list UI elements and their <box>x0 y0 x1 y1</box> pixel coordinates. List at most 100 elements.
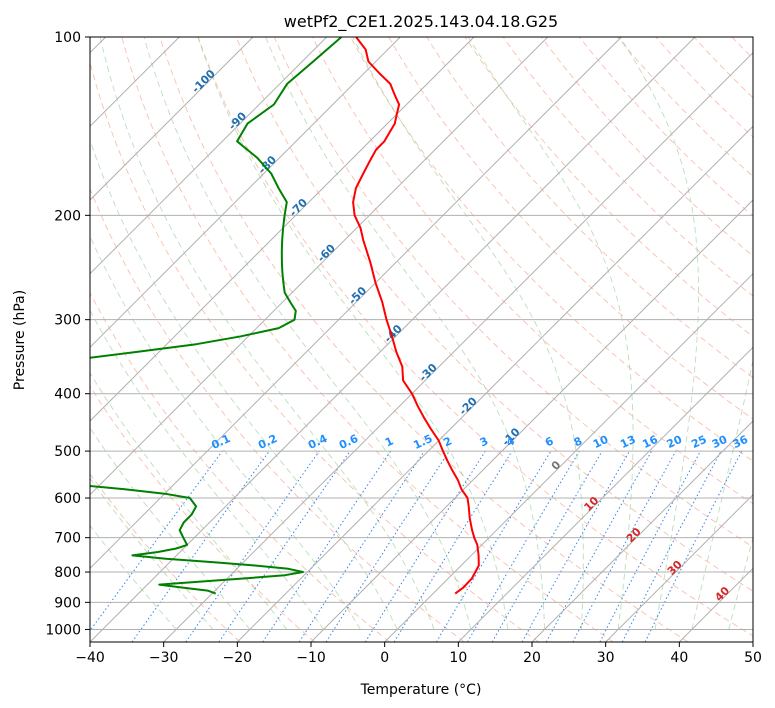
mixing-ratio-line <box>364 450 486 642</box>
moist-adiabat-line <box>728 536 753 630</box>
x-tick-label: 40 <box>670 650 688 666</box>
mixing-ratio-label: 6 <box>543 434 556 449</box>
y-tick-label: 1000 <box>45 622 81 638</box>
dry-adiabat-line <box>388 37 753 420</box>
moist-adiabat-line <box>99 37 435 630</box>
moist-adiabat-line <box>143 37 472 630</box>
isotherm-line <box>90 37 401 349</box>
mixing-ratio-line <box>325 450 450 642</box>
dry-adiabat-line <box>90 473 241 642</box>
y-tick-label: 400 <box>54 387 81 403</box>
isotherm-label: -50 <box>346 284 369 307</box>
dry-adiabat-line <box>617 37 753 178</box>
dry-adiabat-line <box>121 37 614 642</box>
x-tick-label: −40 <box>75 650 105 666</box>
mixing-ratio-line <box>262 450 392 642</box>
isotherm-label: -80 <box>256 153 279 176</box>
mixing-ratio-line <box>393 450 513 642</box>
mixing-ratio-line <box>298 450 425 642</box>
dry-adiabat-line <box>90 385 315 642</box>
isotherm-label: -30 <box>417 361 440 384</box>
dry-adiabat-line <box>90 61 540 642</box>
mixing-ratio-label: 10 <box>591 433 611 451</box>
isotherm-line <box>163 51 753 642</box>
background-lines <box>90 37 775 642</box>
mixing-ratio-label: 0.2 <box>256 432 279 452</box>
y-tick-label: 300 <box>54 313 81 329</box>
moist-adiabat-line <box>90 372 288 630</box>
dry-adiabat-line <box>159 37 689 642</box>
profiles <box>90 37 480 595</box>
mixing-ratio-line <box>644 450 743 642</box>
moist-adiabat-line <box>352 37 584 630</box>
mixing-ratio-label: 2 <box>442 434 454 449</box>
mixing-ratio-line <box>521 450 630 642</box>
mixing-ratio-label: 1 <box>383 434 395 449</box>
x-tick-label: 10 <box>449 650 467 666</box>
dry-adiabat-line <box>197 37 753 637</box>
dry-adiabat-line <box>693 37 753 99</box>
x-tick-label: 0 <box>380 650 389 666</box>
x-tick-label: −30 <box>149 650 179 666</box>
isotherm-line <box>457 346 753 642</box>
mixing-ratio-line <box>218 450 351 642</box>
isotherm-line <box>236 125 753 642</box>
isotherm-label: -100 <box>189 67 218 96</box>
y-tick-label: 500 <box>54 444 81 460</box>
isotherm-line <box>678 567 753 642</box>
isotherm-line <box>531 420 753 642</box>
dry-adiabat-line <box>90 187 465 642</box>
isotherm-label: -60 <box>315 241 338 264</box>
mixing-ratio-label: 0.1 <box>209 432 232 452</box>
dry-adiabat-line <box>426 37 753 379</box>
moist-adiabat-line <box>197 37 509 630</box>
y-axis: 1000 900 800 700 600 500 400 300 200 100 <box>45 30 90 638</box>
x-tick-label: 20 <box>523 650 541 666</box>
dry-adiabat-line <box>502 37 753 297</box>
mixing-ratio-label: 16 <box>640 433 660 451</box>
dry-adiabat-line <box>90 291 390 642</box>
isotherm-line <box>90 37 328 275</box>
y-tick-label: 900 <box>54 595 81 611</box>
mixing-ratio-label: 3 <box>478 434 490 449</box>
isotherm-line <box>310 199 753 642</box>
moist-adiabat-line <box>90 477 214 630</box>
mixing-ratio-line <box>572 450 677 642</box>
isotherm-label: -20 <box>457 394 480 417</box>
dry-adiabat-line <box>770 37 775 642</box>
mixing-ratio-label: 25 <box>689 433 708 451</box>
y-tick-label: 700 <box>54 531 81 547</box>
mixing-ratio-line <box>621 450 722 642</box>
moist-adiabat-line <box>90 138 398 630</box>
dry-adiabat-line <box>655 37 753 138</box>
isotherm-line <box>90 37 254 201</box>
moist-adiabat-line <box>90 309 324 630</box>
mixing-ratio-line <box>599 450 701 642</box>
x-axis-label: Temperature (°C) <box>360 682 482 698</box>
y-axis-label: Pressure (hPa) <box>12 290 28 390</box>
dry-adiabat-line <box>235 37 753 592</box>
x-tick-label: −20 <box>223 650 253 666</box>
dry-adiabat-line <box>312 37 753 505</box>
mixing-ratio-line <box>185 450 320 642</box>
mixing-ratio-line <box>90 450 223 632</box>
y-tick-label: 600 <box>54 491 81 507</box>
temperature-profile-line <box>352 37 480 595</box>
moist-adiabat-line <box>90 427 251 630</box>
plot-frame <box>89 36 754 643</box>
isotherm-label: 30 <box>665 558 685 578</box>
moist-adiabat-line <box>90 524 177 630</box>
x-axis: −40 −30 −20 −10 0 10 20 30 40 50 <box>75 642 762 666</box>
isotherm-line <box>752 641 753 642</box>
x-tick-label: 50 <box>744 650 762 666</box>
isotherm-label: 20 <box>624 525 644 545</box>
dry-adiabat-line <box>540 37 753 257</box>
chart-title: wetPf2_C2E1.2025.143.04.18.G25 <box>284 12 558 32</box>
isotherm-line <box>605 493 753 642</box>
mixing-ratio-label: 8 <box>572 434 584 449</box>
moist-adiabat-line <box>265 37 546 630</box>
grid-lines <box>90 37 753 642</box>
mixing-ratio-label: 13 <box>618 433 637 451</box>
mixing-ratio-label: 20 <box>665 433 685 451</box>
y-tick-label: 800 <box>54 565 81 581</box>
